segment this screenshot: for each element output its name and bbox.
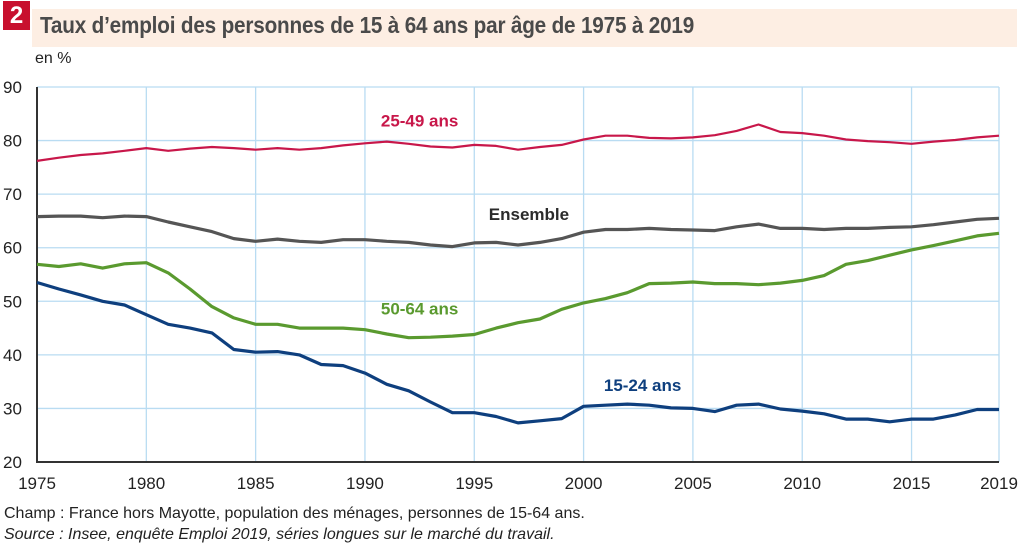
x-tick-label: 1990 (346, 474, 384, 493)
y-tick-label: 80 (3, 132, 22, 151)
series-line-15-24-ans (36, 280, 999, 425)
tick-labels: 20 30 40 50 60 70 80 90 1975 1980 1985 1990 1995 2000… (3, 78, 1018, 493)
y-tick-label: 40 (3, 346, 22, 365)
x-tick-label: 2005 (674, 474, 712, 493)
series-lines (36, 123, 1000, 425)
y-tick-label: 90 (3, 78, 22, 97)
series-line-50-64-ans (36, 231, 1000, 340)
x-tick-label: 2019 (980, 474, 1018, 493)
chart-title: Taux d’emploi des personnes de 15 à 64 a… (40, 12, 695, 38)
x-tick-label: 1975 (18, 474, 56, 493)
axes (36, 87, 999, 463)
x-tick-label: 2015 (893, 474, 931, 493)
footnote-champ: Champ : France hors Mayotte, population … (4, 505, 585, 522)
y-tick-label: 70 (3, 185, 22, 204)
series-label: 15-24 ans (604, 376, 682, 395)
y-tick-label: 30 (3, 399, 22, 418)
series-label: 25-49 ans (381, 112, 459, 131)
y-tick-label: 60 (3, 239, 22, 258)
series-line-ensemble (36, 214, 1000, 249)
series-label: Ensemble (489, 205, 569, 224)
y-axis-unit-label: en % (35, 50, 72, 67)
x-tick-label: 1985 (237, 474, 275, 493)
x-tick-label: 1995 (455, 474, 493, 493)
footnote-source: Source : Insee, enquête Emploi 2019, sér… (4, 526, 555, 543)
x-tick-label: 1980 (127, 474, 165, 493)
figure-number-badge: 2 (3, 1, 30, 30)
x-tick-label: 2000 (565, 474, 603, 493)
gridlines (37, 86, 1000, 462)
series-labels: 25-49 ans Ensemble 50-64 ans 15-24 ans (381, 112, 682, 395)
series-line-25-49-ans (36, 123, 1000, 162)
y-tick-label: 20 (3, 453, 22, 472)
x-tick-label: 2010 (783, 474, 821, 493)
title-bar (32, 9, 1017, 47)
series-label: 50-64 ans (381, 300, 459, 319)
y-tick-label: 50 (3, 292, 22, 311)
